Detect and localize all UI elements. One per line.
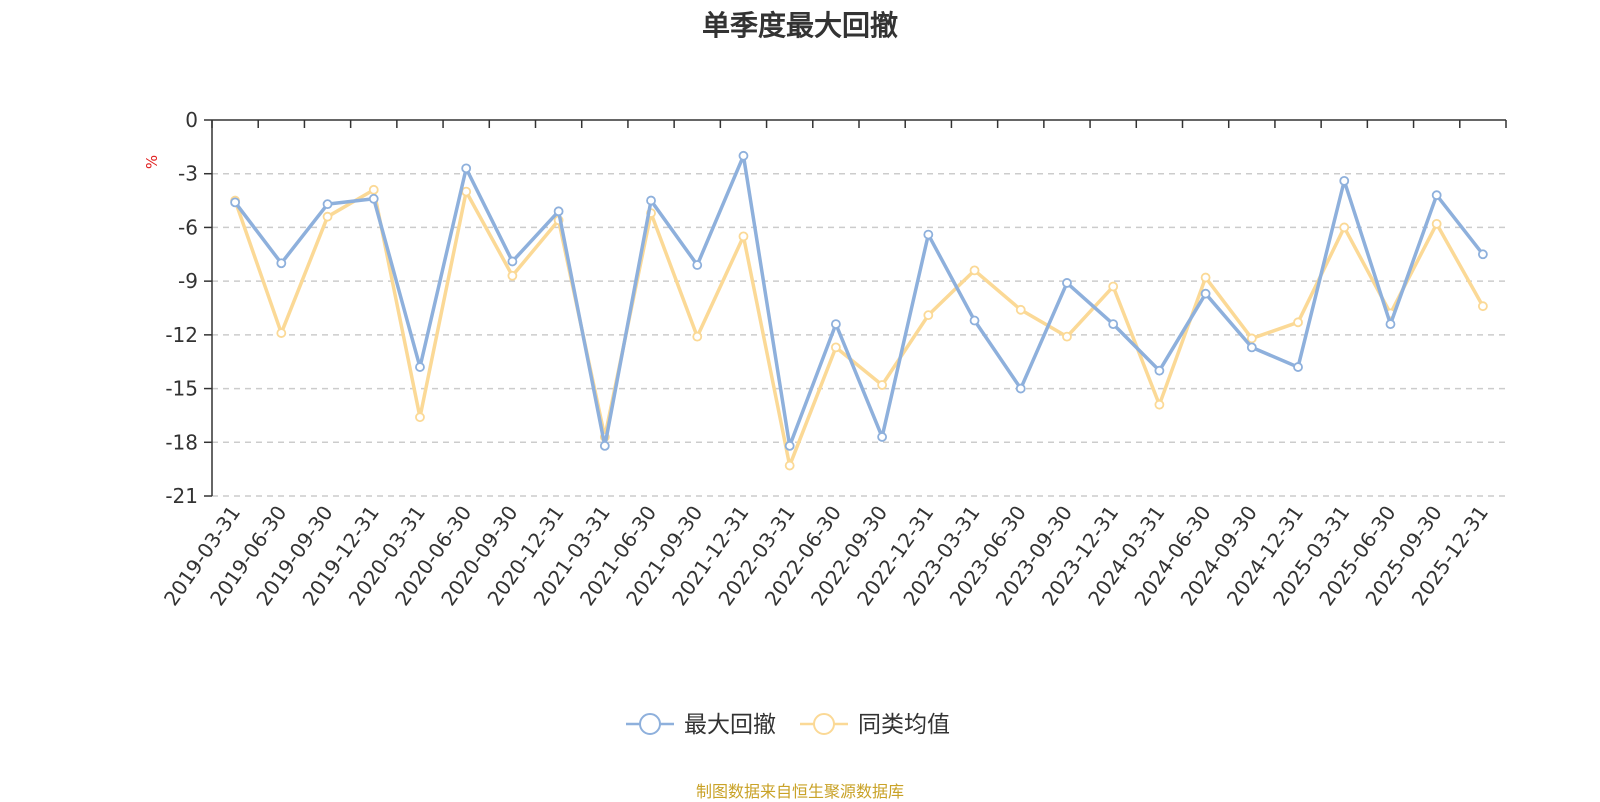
data-point bbox=[1200, 272, 1211, 283]
data-point bbox=[322, 199, 333, 210]
legend-label: 最大回撤 bbox=[684, 712, 776, 738]
legend-marker bbox=[639, 713, 661, 735]
series-1 bbox=[230, 150, 1488, 451]
data-point bbox=[507, 270, 518, 281]
legend-label: 同类均值 bbox=[858, 712, 950, 738]
data-point bbox=[415, 412, 425, 423]
y-tick-label: -6 bbox=[178, 215, 198, 239]
data-point bbox=[738, 150, 749, 161]
y-tick-label: 0 bbox=[185, 108, 198, 132]
data-point bbox=[461, 163, 472, 174]
data-point bbox=[969, 315, 980, 326]
data-point bbox=[1015, 383, 1026, 394]
series-line bbox=[233, 188, 1485, 468]
data-point bbox=[923, 310, 934, 321]
data-point bbox=[830, 342, 841, 353]
y-tick-label: -21 bbox=[165, 484, 198, 508]
grid-layer bbox=[212, 172, 1506, 497]
data-point bbox=[230, 197, 241, 208]
data-point bbox=[692, 331, 703, 342]
data-point bbox=[1246, 333, 1257, 344]
legend-marker bbox=[813, 713, 835, 735]
data-point bbox=[877, 432, 888, 442]
data-point bbox=[1108, 281, 1119, 292]
data-point bbox=[368, 184, 379, 195]
data-point bbox=[784, 460, 795, 471]
data-point bbox=[276, 328, 287, 338]
data-point bbox=[1431, 218, 1442, 229]
data-point bbox=[1154, 365, 1165, 376]
y-tick-label: -9 bbox=[178, 269, 198, 293]
data-point bbox=[599, 440, 610, 451]
data-point bbox=[461, 186, 472, 197]
data-point bbox=[692, 260, 703, 270]
data-point bbox=[784, 440, 795, 451]
data-point bbox=[1477, 301, 1488, 312]
legend-item-2: 同类均值 bbox=[800, 712, 950, 738]
legend-item-1: 最大回撤 bbox=[626, 712, 776, 738]
chart-title: 单季度最大回撤 bbox=[701, 9, 898, 42]
data-point bbox=[1062, 278, 1072, 288]
data-point bbox=[1385, 319, 1396, 330]
legend: 最大回撤 同类均值 bbox=[626, 712, 950, 738]
data-point bbox=[1477, 249, 1488, 260]
data-point bbox=[1431, 190, 1442, 201]
data-point bbox=[830, 319, 841, 330]
data-point bbox=[1015, 304, 1026, 315]
data-point bbox=[276, 258, 287, 269]
data-point bbox=[738, 231, 749, 242]
data-point bbox=[877, 380, 888, 390]
series-layer bbox=[230, 150, 1488, 471]
y-tick-label: -18 bbox=[165, 430, 198, 454]
data-point bbox=[923, 229, 934, 240]
data-point bbox=[507, 256, 518, 267]
data-point bbox=[1108, 319, 1119, 330]
data-point bbox=[1154, 399, 1165, 410]
data-point bbox=[1200, 288, 1211, 299]
data-point bbox=[368, 193, 379, 204]
data-point bbox=[1246, 342, 1257, 353]
y-tick-label: -12 bbox=[165, 323, 198, 347]
data-point bbox=[1339, 175, 1350, 186]
y-tick-label: -3 bbox=[178, 162, 198, 186]
data-point bbox=[1293, 362, 1303, 372]
data-point bbox=[1062, 331, 1072, 342]
data-point bbox=[322, 211, 333, 222]
y-tick-label: -15 bbox=[165, 377, 198, 401]
y-axis-unit: % bbox=[143, 155, 161, 169]
data-point bbox=[1293, 317, 1303, 328]
series-2 bbox=[230, 184, 1488, 471]
data-source-note: 制图数据来自恒生聚源数据库 bbox=[695, 782, 904, 801]
data-point bbox=[969, 265, 980, 276]
data-point bbox=[553, 206, 564, 217]
series-line bbox=[233, 154, 1485, 448]
data-point bbox=[646, 195, 656, 206]
data-point bbox=[415, 362, 425, 372]
data-point bbox=[1339, 222, 1350, 233]
